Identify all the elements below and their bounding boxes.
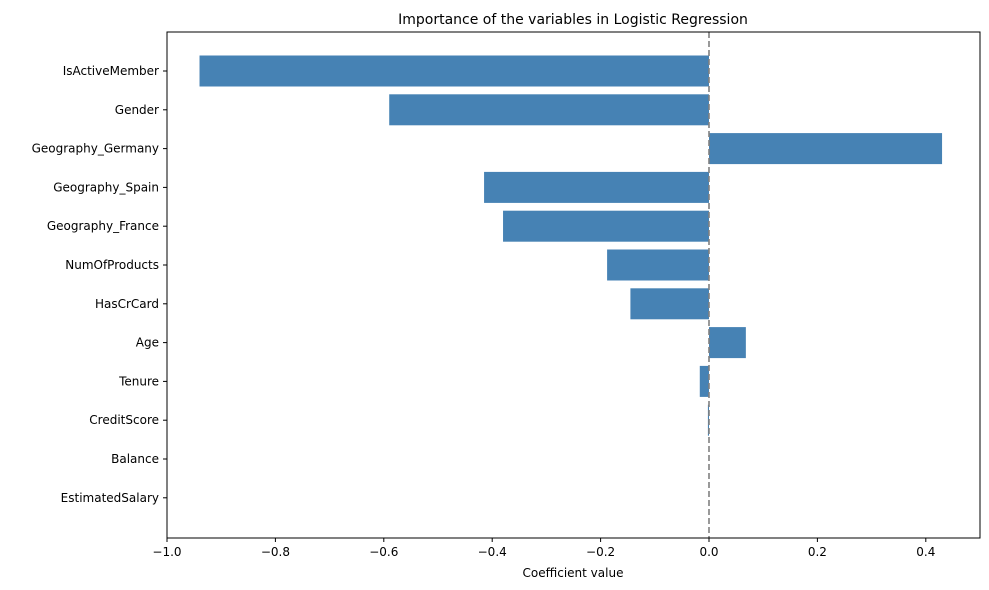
x-tick-label: −0.2 [586, 545, 615, 559]
y-tick-label: HasCrCard [95, 297, 159, 311]
plot-frame [166, 31, 981, 539]
y-tick-label: NumOfProducts [65, 258, 159, 272]
y-tick-label: Geography_Spain [53, 180, 159, 194]
bar-hascrcard [630, 288, 709, 320]
x-axis-label: Coefficient value [523, 566, 624, 580]
y-ticks-layer: IsActiveMember Gender Geography_Germany Geo… [32, 64, 167, 505]
bar-gender [389, 94, 709, 126]
x-tick-label: −1.0 [152, 545, 181, 559]
y-tick-label: Geography_Germany [32, 142, 159, 156]
chart-title: Importance of the variables in Logistic … [398, 12, 748, 28]
y-tick-label: Gender [115, 103, 159, 117]
y-tick-label: EstimatedSalary [61, 491, 159, 505]
bar-numofproducts [607, 249, 709, 281]
y-tick-label: Geography_France [47, 219, 159, 233]
x-tick-label: 0.0 [699, 545, 718, 559]
bar-geography-france [503, 210, 709, 242]
bar-geography-spain [484, 171, 709, 203]
y-tick-label: Age [136, 336, 159, 350]
y-tick-label: Tenure [118, 374, 159, 388]
x-tick-label: −0.6 [369, 545, 398, 559]
y-tick-label: Balance [111, 452, 159, 466]
x-tick-label: 0.4 [916, 545, 935, 559]
y-tick-label: IsActiveMember [63, 64, 159, 78]
x-ticks-layer: −1.0 −0.8 −0.6 −0.4 −0.2 0.0 0.2 0.4 [152, 538, 935, 559]
bar-geography-germany [709, 133, 943, 165]
x-tick-label: 0.2 [808, 545, 827, 559]
bar-tenure [699, 365, 709, 397]
x-tick-label: −0.8 [261, 545, 290, 559]
bar-age [709, 327, 746, 359]
y-tick-label: CreditScore [89, 413, 159, 427]
bars-layer [199, 55, 943, 436]
bar-isactivemember [199, 55, 709, 87]
x-tick-label: −0.4 [478, 545, 507, 559]
